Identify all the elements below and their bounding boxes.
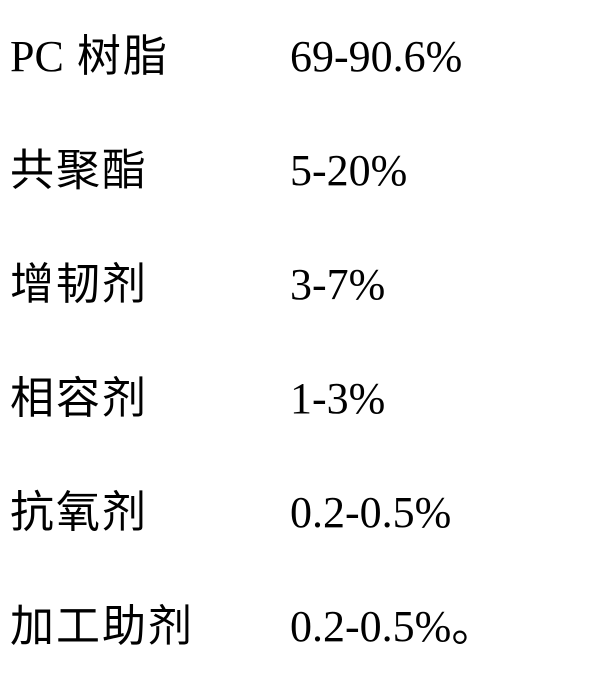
ingredient-name: 树脂 (64, 32, 169, 81)
table-row: 相容剂 1-3% (10, 362, 598, 426)
percentage-value: 3-7% (290, 259, 385, 310)
ingredient-label: 抗氧剂 (10, 476, 290, 540)
percentage-value: 5-20% (290, 145, 407, 196)
table-row: PC 树脂 69-90.6% (10, 20, 598, 84)
table-row: 抗氧剂 0.2-0.5% (10, 476, 598, 540)
composition-table: PC 树脂 69-90.6% 共聚酯 5-20% 增韧剂 3-7% 相容剂 1-… (0, 0, 608, 674)
percentage-value: 0.2-0.5%。 (290, 590, 495, 654)
table-row: 增韧剂 3-7% (10, 248, 598, 312)
period-mark: 。 (451, 602, 495, 651)
percentage-value: 1-3% (290, 373, 385, 424)
pc-prefix: PC (10, 32, 64, 81)
table-row: 加工助剂 0.2-0.5%。 (10, 590, 598, 654)
ingredient-label: 增韧剂 (10, 248, 290, 312)
ingredient-label: 加工助剂 (10, 590, 290, 654)
value-text: 0.2-0.5% (290, 602, 451, 651)
table-row: 共聚酯 5-20% (10, 134, 598, 198)
ingredient-label: PC 树脂 (10, 20, 290, 84)
ingredient-label: 共聚酯 (10, 134, 290, 198)
ingredient-label: 相容剂 (10, 362, 290, 426)
percentage-value: 69-90.6% (290, 31, 462, 82)
percentage-value: 0.2-0.5% (290, 487, 451, 538)
